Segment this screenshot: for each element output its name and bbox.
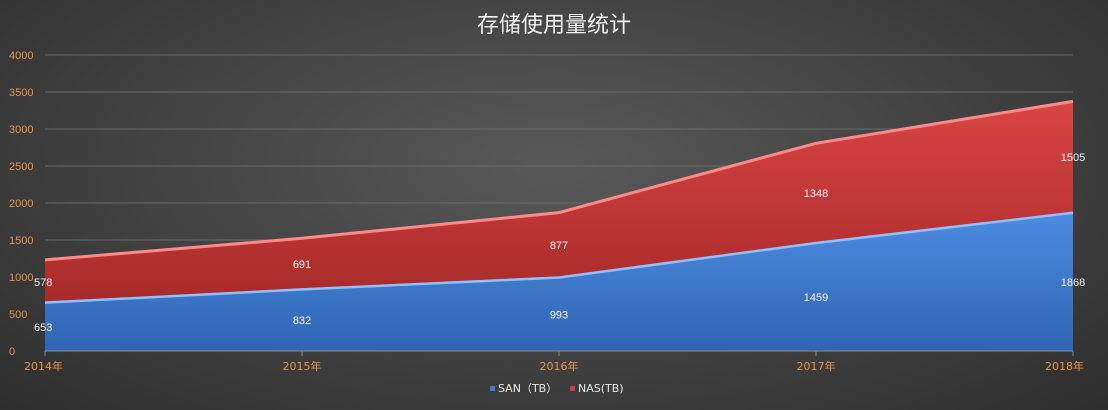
x-tick-label: 2016年 xyxy=(540,359,579,373)
data-label-san: 993 xyxy=(550,309,568,321)
x-tick-label: 2017年 xyxy=(797,359,836,373)
data-label-san: 1868 xyxy=(1061,277,1085,289)
y-tick-label: 3500 xyxy=(9,87,33,99)
legend-label-san: SAN（TB） xyxy=(498,382,557,395)
series-edge-san xyxy=(44,211,1074,304)
y-tick-label: 3000 xyxy=(9,124,33,136)
legend-label-nas: NAS(TB) xyxy=(578,382,624,395)
data-label-nas: 877 xyxy=(550,240,568,252)
data-label-san: 1459 xyxy=(804,292,828,304)
data-label-nas: 578 xyxy=(34,277,52,289)
y-tick-label: 1000 xyxy=(9,272,33,284)
y-tick-label: 2000 xyxy=(9,198,33,210)
legend: SAN（TB） NAS(TB) xyxy=(490,382,624,395)
data-label-san: 832 xyxy=(293,315,311,327)
chart-title: 存储使用量统计 xyxy=(477,13,631,38)
data-labels: 653 832 993 1459 1868 578 691 877 1348 1505 xyxy=(34,152,1085,334)
y-tick-label: 1500 xyxy=(9,235,33,247)
data-label-nas: 1348 xyxy=(804,188,828,200)
x-tick-label: 2014年 xyxy=(24,359,63,373)
data-label-nas: 691 xyxy=(293,259,311,271)
legend-swatch-nas xyxy=(570,386,575,391)
x-tick-label: 2018年 xyxy=(1045,359,1084,373)
series-edge-nas xyxy=(44,99,1074,262)
y-tick-label: 0 xyxy=(9,346,15,358)
y-tick-label: 500 xyxy=(9,309,27,321)
data-label-nas: 1505 xyxy=(1061,152,1085,164)
legend-swatch-san xyxy=(490,386,495,391)
area-series xyxy=(44,99,1074,351)
data-label-san: 653 xyxy=(34,322,52,334)
x-tick-label: 2015年 xyxy=(283,359,322,373)
axes: 0 500 1000 1500 2000 2500 3000 3500 4000 2014年 201… xyxy=(9,50,1084,373)
series-area-san xyxy=(45,212,1073,351)
series-area-nas xyxy=(45,101,1073,303)
y-tick-label: 2500 xyxy=(9,161,33,173)
y-tick-label: 4000 xyxy=(9,50,33,62)
